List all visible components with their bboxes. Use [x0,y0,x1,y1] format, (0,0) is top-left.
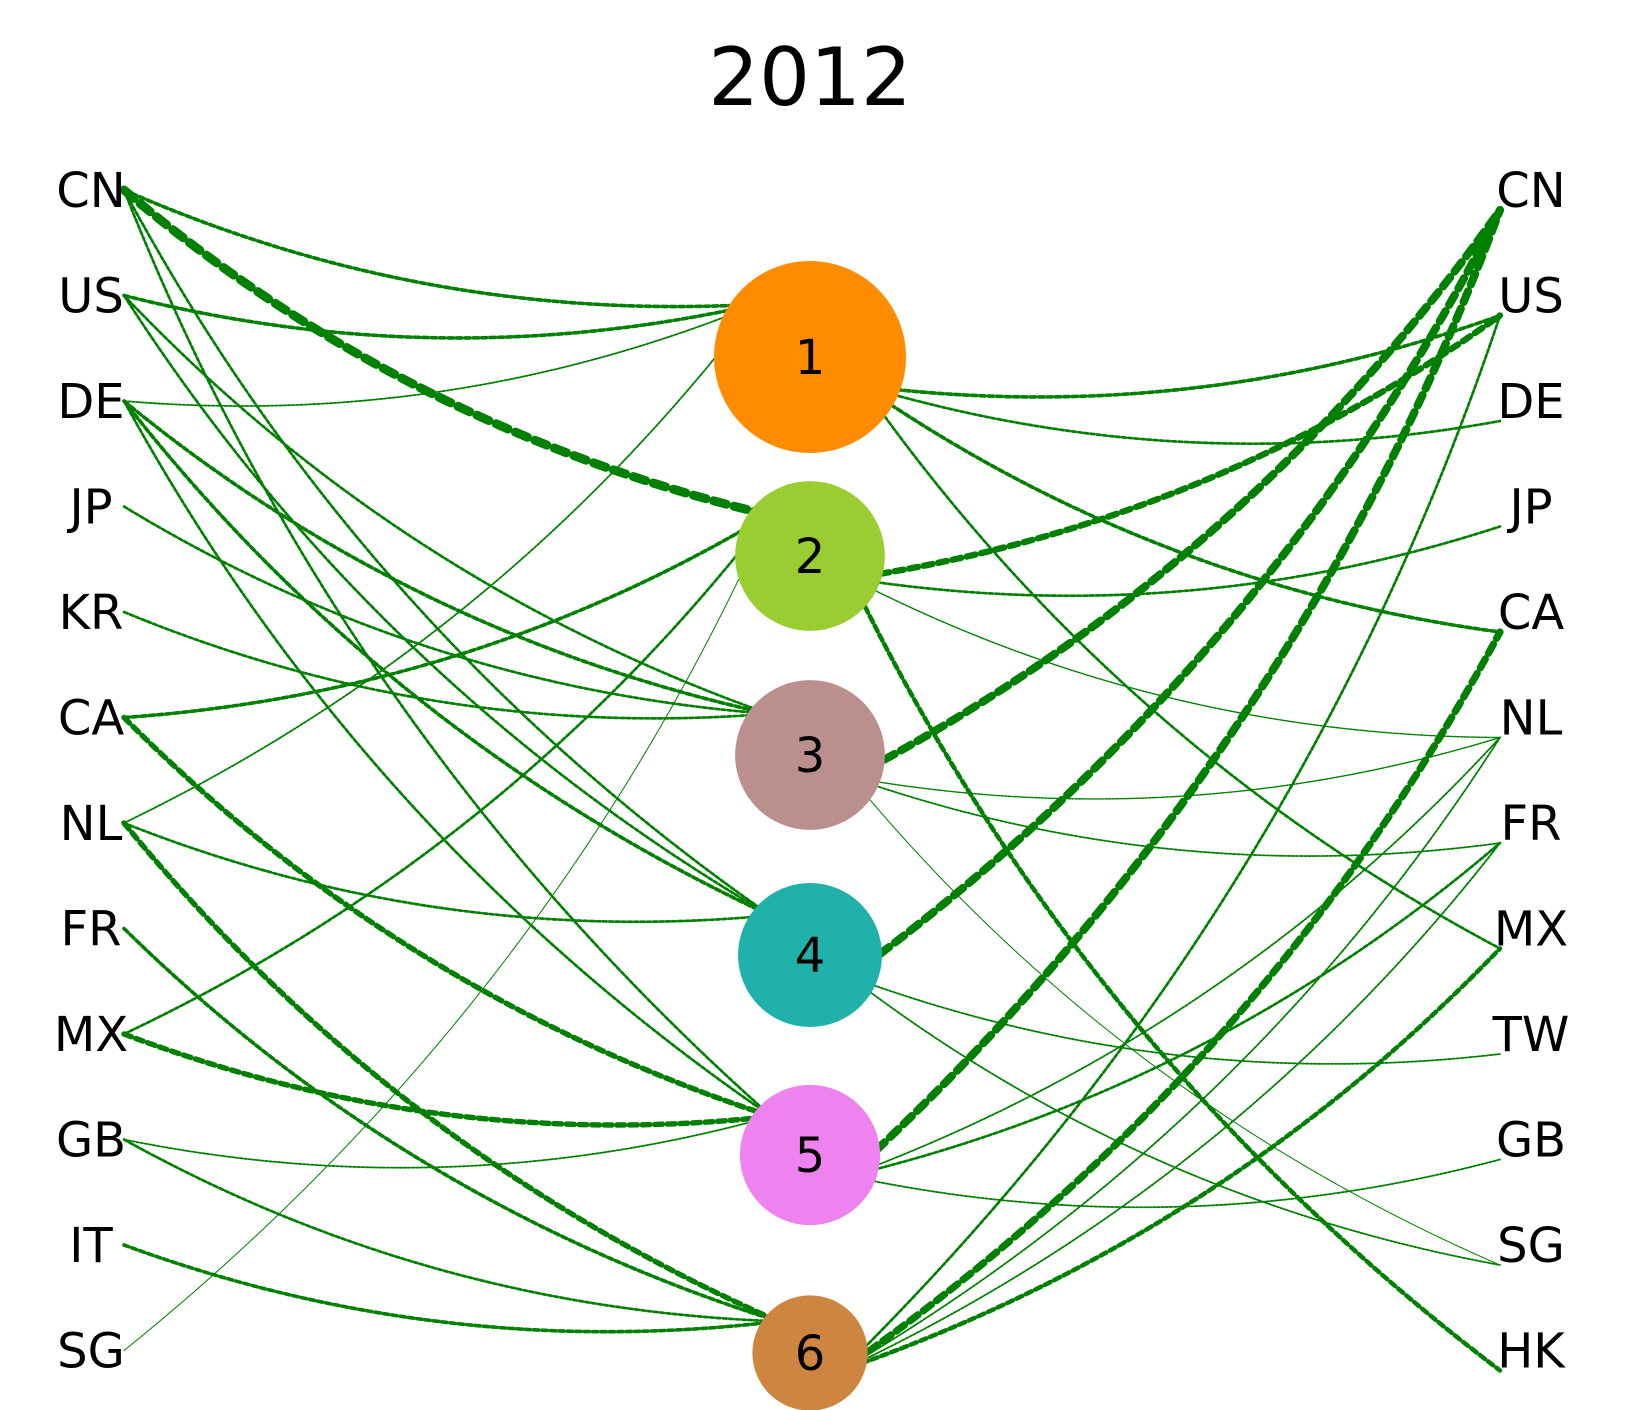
cluster-node-label: 2 [795,529,826,585]
edge-us-to-cluster-3 [122,294,771,716]
edge-cluster-2-to-hk [848,576,1503,1373]
edge-sg-to-cluster-2 [123,514,770,1352]
edge-cluster-6-to-nl [840,736,1501,1372]
edge-cluster-2-to-nl [850,577,1501,739]
left-label-nl: NL [60,796,123,852]
edge-de-to-cluster-1 [123,303,759,407]
left-label-us: US [58,269,124,325]
edge-cluster-5-to-fr [847,841,1502,1178]
edge-nl-to-cluster-1 [123,303,759,824]
right-label-jp: JP [1506,480,1552,536]
right-country-labels: CN US DE JP CA NL FR MX TW GB SG HK [1492,163,1570,1380]
edge-cluster-6-to-us [840,314,1502,1372]
edge-cluster-1-to-mx [861,384,1502,950]
edge-cn-to-cluster-2 [119,185,774,520]
left-label-mx: MX [54,1007,128,1063]
left-label-ca: CA [58,691,125,747]
edge-fr-to-cluster-6 [122,926,781,1324]
edge-ca-to-cluster-5 [121,714,775,1120]
right-label-de: DE [1497,374,1564,430]
edge-cluster-2-to-us [848,312,1504,582]
edge-cluster-2-to-jp [849,525,1502,598]
edge-gb-to-cluster-6 [122,1138,780,1323]
cluster-node-4[interactable] [738,883,882,1027]
edge-cluster-5-to-nl [847,736,1501,1177]
edge-us-to-cluster-1 [122,293,759,340]
edge-cn-to-cluster-4 [122,188,772,917]
edge-cluster-4-to-tw [848,975,1501,1065]
cluster-node-label: 5 [795,1128,826,1184]
cluster-node-6[interactable] [752,1295,868,1410]
left-label-gb: GB [56,1113,126,1169]
cluster-node-label: 4 [795,928,826,984]
left-label-de: DE [57,374,124,430]
right-label-fr: FR [1501,796,1562,852]
right-label-mx: MX [1494,902,1568,958]
right-label-us: US [1498,269,1564,325]
edge-mx-to-cluster-2 [122,513,771,1036]
edge-cluster-6-to-fr [840,842,1501,1372]
right-label-nl: NL [1500,691,1563,747]
right-label-tw: TW [1492,1007,1570,1063]
edges-layer [119,185,1505,1374]
cluster-node-label: 1 [795,330,826,386]
left-label-jp: JP [66,480,112,536]
edge-mx-to-cluster-5 [121,1031,775,1128]
edge-cluster-4-to-cn [845,205,1505,981]
edge-cluster-5-to-gb [847,1158,1501,1209]
edge-gb-to-cluster-5 [123,1115,773,1169]
cluster-node-1[interactable] [714,261,906,453]
cluster-node-5[interactable] [739,1084,881,1226]
cluster-node-2[interactable] [735,481,885,631]
edge-jp-to-cluster-3 [122,505,771,716]
edge-cn-to-cluster-1 [122,188,759,309]
left-label-fr: FR [61,902,122,958]
cluster-nodes-layer: 1 2 3 4 5 6 [714,261,906,1410]
left-label-sg: SG [57,1324,125,1380]
left-label-kr: KR [59,585,124,641]
right-label-cn: CN [1496,163,1565,219]
edge-nl-to-cluster-6 [121,820,782,1325]
left-label-it: IT [69,1218,113,1274]
edge-kr-to-cluster-3 [122,610,771,720]
edge-cluster-3-to-fr [850,776,1501,857]
diagram-title: 2012 [708,31,912,124]
edge-de-to-cluster-3 [122,399,771,716]
edge-cluster-3-to-sg [850,776,1501,1266]
edge-de-to-cluster-5 [122,399,773,1118]
edge-ca-to-cluster-2 [122,513,771,720]
cluster-node-label: 3 [795,728,826,784]
edge-nl-to-cluster-4 [122,821,772,924]
edge-cluster-4-to-sg [848,975,1501,1266]
edge-cluster-6-to-ca [838,628,1504,1374]
cluster-node-3[interactable] [735,680,885,830]
left-label-cn: CN [56,163,125,219]
right-label-ca: CA [1498,585,1565,641]
cluster-node-label: 6 [795,1326,826,1382]
right-label-hk: HK [1497,1324,1566,1380]
edge-cluster-1-to-ca [861,384,1502,634]
edge-cluster-1-to-us [861,313,1502,399]
edge-cluster-1-to-de [861,384,1502,446]
edge-cluster-6-to-mx [839,946,1503,1373]
edge-cluster-3-to-cn [847,205,1505,782]
left-country-labels: CN US DE JP KR CA NL FR MX GB IT SG [54,163,128,1380]
right-label-sg: SG [1497,1218,1565,1274]
edge-cluster-3-to-nl [850,736,1501,800]
edge-cluster-5-to-cn [844,205,1505,1181]
right-label-gb: GB [1496,1113,1566,1169]
